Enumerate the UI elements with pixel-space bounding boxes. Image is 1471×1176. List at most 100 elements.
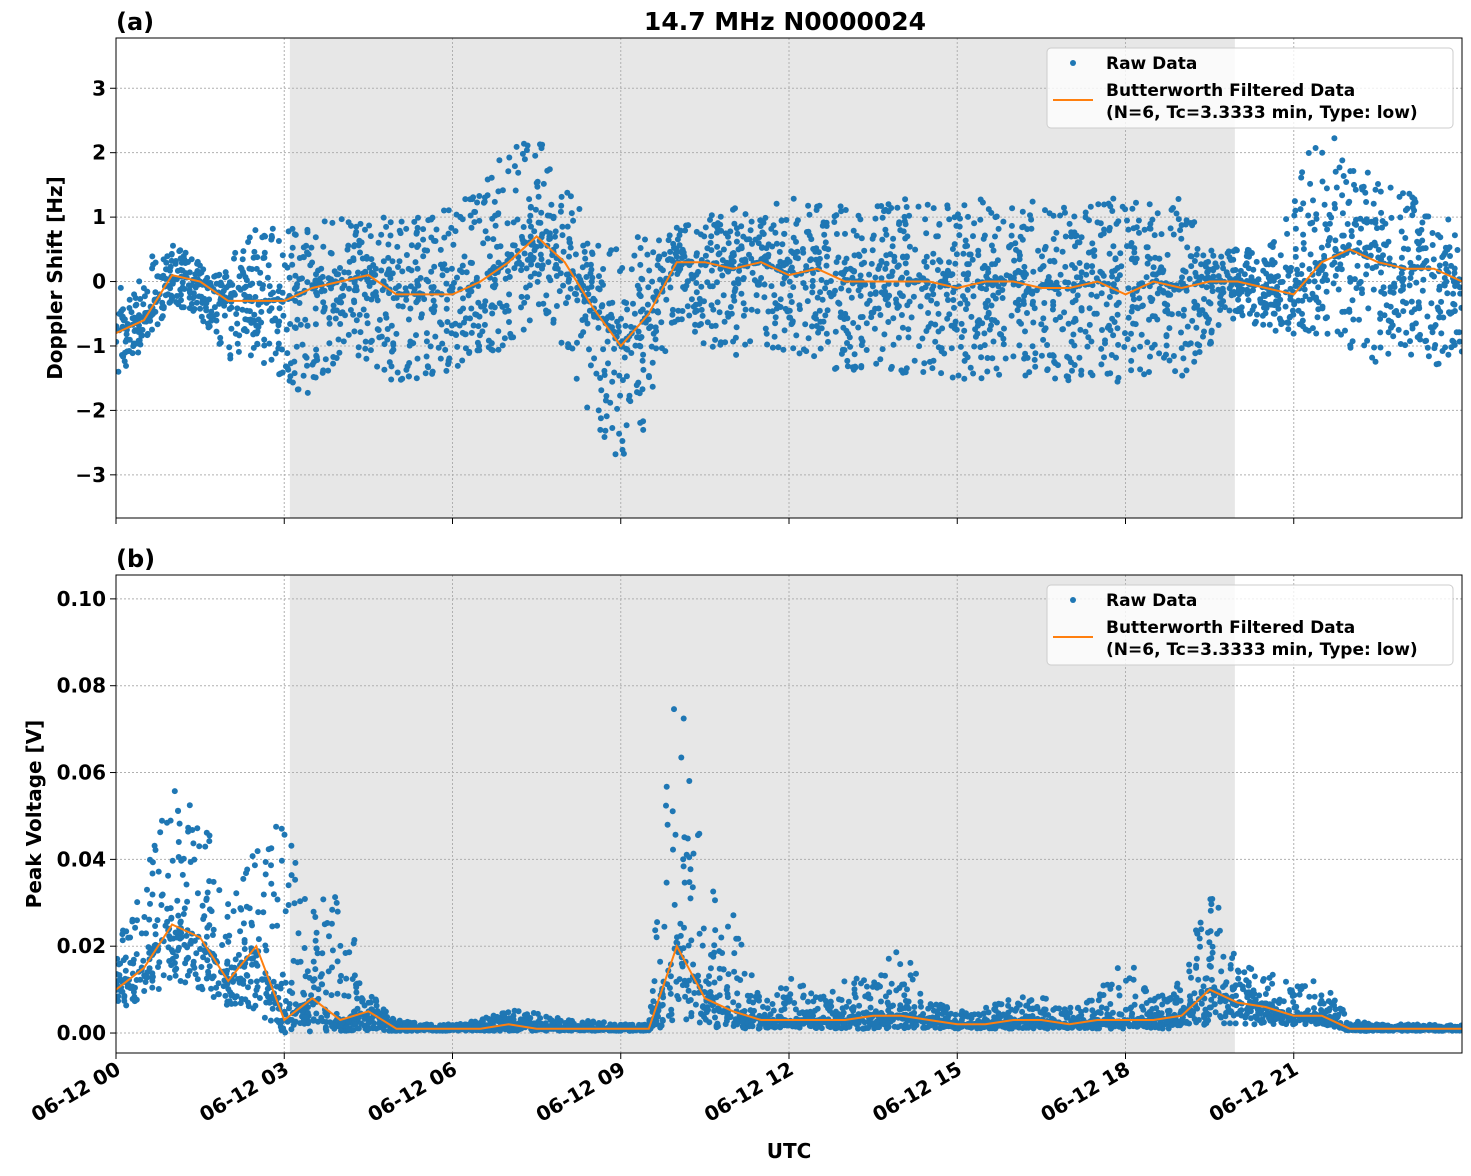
raw-data-point: [885, 319, 891, 325]
raw-data-point: [1347, 168, 1353, 174]
raw-data-point: [620, 377, 626, 383]
raw-data-point: [698, 321, 704, 327]
raw-data-point: [214, 281, 220, 287]
raw-data-point: [304, 323, 310, 329]
raw-data-point: [1392, 284, 1398, 290]
raw-data-point: [741, 313, 747, 319]
raw-data-point: [180, 268, 186, 274]
raw-data-point: [134, 977, 140, 983]
raw-data-point: [1306, 266, 1312, 272]
raw-data-point: [1321, 253, 1327, 259]
raw-data-point: [824, 254, 830, 260]
raw-data-point: [971, 344, 977, 350]
raw-data-point: [1089, 240, 1095, 246]
raw-data-point: [928, 298, 934, 304]
raw-data-point: [284, 327, 290, 333]
raw-data-point: [758, 275, 764, 281]
raw-data-point: [1028, 217, 1034, 223]
raw-data-point: [208, 986, 214, 992]
raw-data-point: [983, 301, 989, 307]
raw-data-point: [173, 930, 179, 936]
raw-data-point: [1292, 208, 1298, 214]
raw-data-point: [420, 226, 426, 232]
raw-data-point: [492, 199, 498, 205]
raw-data-point: [1401, 276, 1407, 282]
raw-data-point: [695, 973, 701, 979]
raw-data-point: [718, 339, 724, 345]
raw-data-point: [920, 369, 926, 375]
raw-data-point: [521, 300, 527, 306]
raw-data-point: [880, 215, 886, 221]
raw-data-point: [329, 1023, 335, 1029]
raw-data-point: [415, 297, 421, 303]
raw-data-point: [120, 937, 126, 943]
raw-data-point: [1021, 264, 1027, 270]
raw-data-point: [318, 266, 324, 272]
raw-data-point: [376, 327, 382, 333]
raw-data-point: [1156, 350, 1162, 356]
raw-data-point: [660, 267, 666, 273]
raw-data-point: [227, 356, 233, 362]
raw-data-point: [755, 282, 761, 288]
raw-data-point: [1089, 263, 1095, 269]
raw-data-point: [872, 326, 878, 332]
raw-data-point: [653, 345, 659, 351]
raw-data-point: [935, 267, 941, 273]
raw-data-point: [223, 269, 229, 275]
raw-data-point: [337, 321, 343, 327]
raw-data-point: [584, 405, 590, 411]
raw-data-point: [591, 314, 597, 320]
raw-data-point: [251, 312, 257, 318]
raw-data-point: [1063, 234, 1069, 240]
raw-data-point: [127, 297, 133, 303]
raw-data-point: [559, 224, 565, 230]
raw-data-point: [296, 930, 302, 936]
raw-data-point: [1334, 185, 1340, 191]
raw-data-point: [642, 237, 648, 243]
raw-data-point: [535, 1019, 541, 1025]
raw-data-point: [327, 321, 333, 327]
raw-data-point: [903, 260, 909, 266]
raw-data-point: [1013, 300, 1019, 306]
raw-data-point: [685, 303, 691, 309]
raw-data-point: [572, 291, 578, 297]
raw-data-point: [725, 991, 731, 997]
raw-data-point: [1144, 274, 1150, 280]
raw-data-point: [706, 973, 712, 979]
raw-data-point: [1326, 238, 1332, 244]
raw-data-point: [218, 340, 224, 346]
raw-data-point: [184, 882, 190, 888]
raw-data-point: [468, 306, 474, 312]
raw-data-point: [877, 312, 883, 318]
raw-data-point: [1089, 269, 1095, 275]
raw-data-point: [1083, 329, 1089, 335]
raw-data-point: [1179, 373, 1185, 379]
raw-data-point: [1210, 288, 1216, 294]
raw-data-point: [457, 308, 463, 314]
raw-data-point: [428, 343, 434, 349]
raw-data-point: [284, 350, 290, 356]
raw-data-point: [1209, 330, 1215, 336]
raw-data-point: [600, 346, 606, 352]
raw-data-point: [502, 335, 508, 341]
raw-data-point: [242, 946, 248, 952]
raw-data-point: [772, 334, 778, 340]
raw-data-point: [340, 293, 346, 299]
raw-data-point: [149, 975, 155, 981]
raw-data-point: [595, 285, 601, 291]
raw-data-point: [655, 310, 661, 316]
raw-data-point: [381, 258, 387, 264]
raw-data-point: [354, 287, 360, 293]
raw-data-point: [167, 268, 173, 274]
raw-data-point: [1168, 225, 1174, 231]
raw-data-point: [1107, 251, 1113, 257]
raw-data-point: [623, 1021, 629, 1027]
raw-data-point: [454, 344, 460, 350]
raw-data-point: [569, 210, 575, 216]
raw-data-point: [366, 1020, 372, 1026]
raw-data-point: [528, 262, 534, 268]
raw-data-point: [279, 826, 285, 832]
raw-data-point: [1077, 327, 1083, 333]
raw-data-point: [231, 908, 237, 914]
